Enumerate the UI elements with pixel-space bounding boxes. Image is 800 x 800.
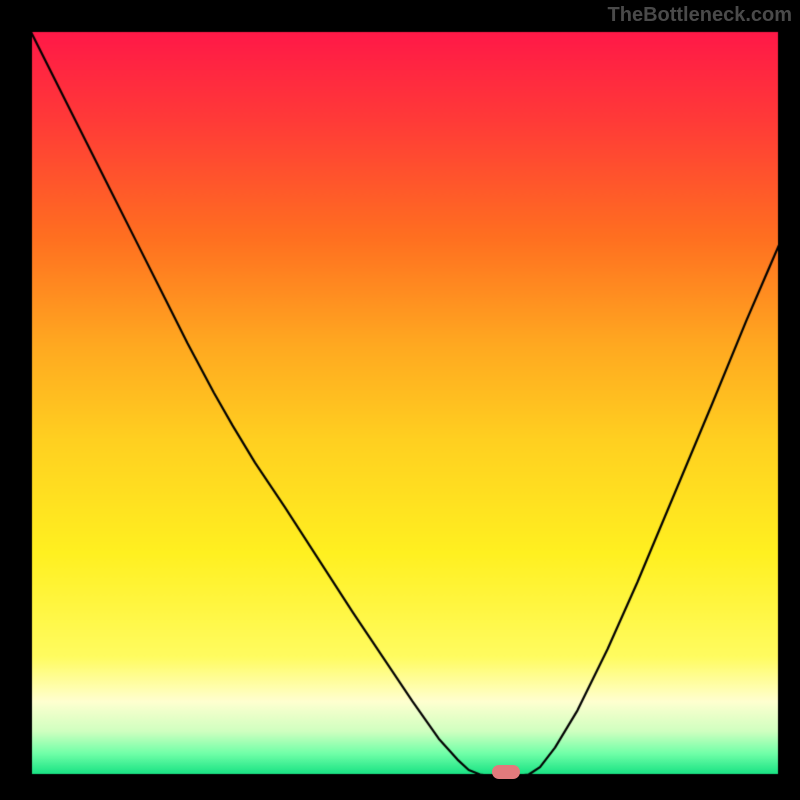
bottleneck-chart-canvas: [0, 0, 800, 800]
chart-container: TheBottleneck.com: [0, 0, 800, 800]
